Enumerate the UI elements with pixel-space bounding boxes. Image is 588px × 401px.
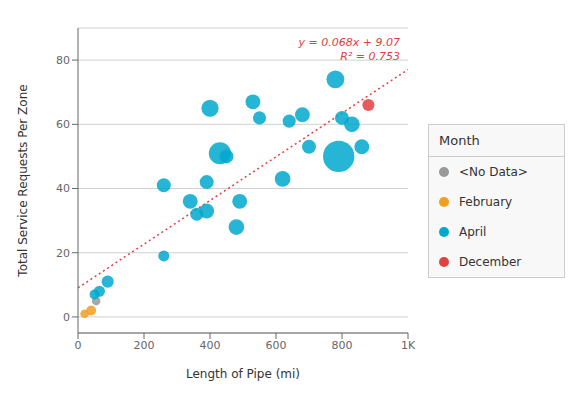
svg-text:Length of Pipe (mi): Length of Pipe (mi) [186,367,300,381]
html-text:February: February [459,194,513,209]
html-text:December: December [459,254,522,269]
svg-text:1K: 1K [401,339,416,352]
svg-text:200: 200 [134,339,155,352]
svg-text:0: 0 [75,339,82,352]
html-text:R² = 0.753: R² = 0.753 [340,50,400,63]
html-text:y = 0.068x + 9.07: y = 0.068x + 9.07 [298,36,400,49]
html-text:Month: Month [439,132,480,148]
html-text:April: April [459,224,487,239]
svg-text:0: 0 [63,311,70,324]
svg-text:40: 40 [56,182,70,195]
svg-text:80: 80 [56,54,70,67]
svg-text:800: 800 [332,339,353,352]
svg-text:Total Service Requests Per Zon: Total Service Requests Per Zone [16,84,30,277]
svg-text:400: 400 [200,339,221,352]
html-text:<No Data>: <No Data> [459,164,528,179]
svg-text:20: 20 [56,247,70,260]
svg-text:600: 600 [266,339,287,352]
svg-text:60: 60 [56,118,70,131]
